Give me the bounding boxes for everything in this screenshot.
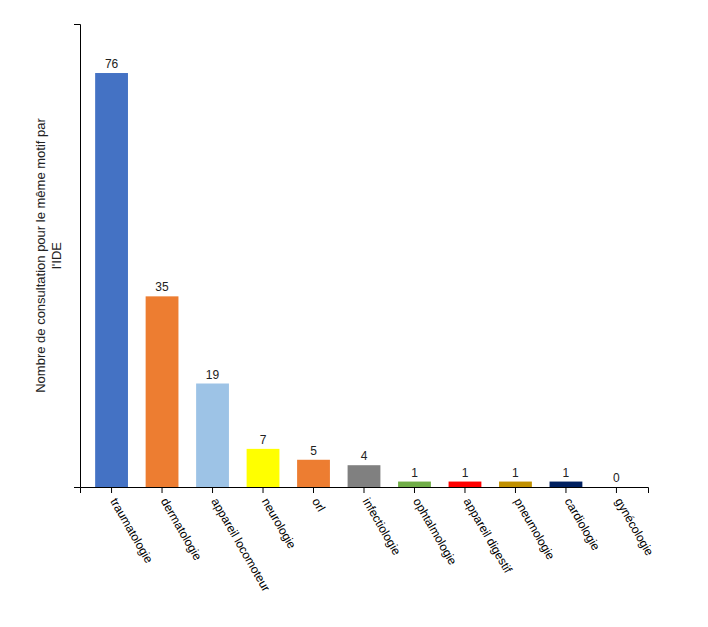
data-label: 19 [206,368,220,382]
bar [398,482,431,487]
x-tick-label: neurologie [259,496,299,552]
bar [600,487,633,488]
x-tick-mark [162,487,163,493]
x-tick: neurologie [259,487,299,551]
x-tick: cardiologie [562,487,603,553]
data-label: 76 [105,57,119,71]
x-tick-mark [313,487,314,493]
data-label: 1 [512,466,519,480]
data-label: 35 [155,280,169,294]
data-label: 4 [361,449,368,463]
data-label: 1 [563,466,570,480]
x-tick-mark [414,487,415,493]
x-tick-label: traumatologie [107,496,156,566]
bar [297,460,330,487]
data-labels: 76 35 19 7 5 4 1 1 1 1 0 [105,57,620,485]
x-tick: ophtalmologie [410,487,460,568]
x-tick: orl [309,487,328,514]
x-tick-mark [263,487,264,493]
y-axis-line [74,25,81,488]
x-tick: pneumologie [511,487,558,562]
x-tick: infectiologie [360,487,404,558]
y-axis-title: Nombre de consultation pour le même moti… [33,118,64,393]
x-tick: dermatologie [158,487,205,563]
x-axis: traumatologiedermatologieappareil locomo… [81,487,657,594]
x-tick-label: appareil digestif [461,496,515,576]
data-label: 5 [310,444,317,458]
x-tick-label: cardiologie [562,496,603,554]
x-tick: gynécologie [612,487,656,558]
x-tick: appareil digestif [461,487,515,576]
data-label: 1 [411,466,418,480]
bar [348,465,381,487]
x-tick-mark [111,487,112,493]
x-tick-mark [565,487,566,493]
chart-svg: 76351975411110traumatologiedermatologiea… [0,0,708,627]
bar [146,296,179,487]
x-tick-mark [364,487,365,493]
x-tick-label: pneumologie [511,496,558,563]
bar [247,449,280,487]
x-tick-label: ophtalmologie [410,496,460,568]
x-tick-label: orl [309,496,328,515]
data-label: 1 [462,466,469,480]
bar [499,482,532,487]
x-axis-line [81,488,649,494]
x-tick-mark [616,487,617,493]
x-tick: traumatologie [107,487,156,566]
bar [550,482,583,487]
y-axis [74,25,81,488]
bar [196,384,229,487]
plot-area: 76351975411110traumatologiedermatologiea… [74,25,657,594]
x-tick-mark [515,487,516,493]
bar [449,482,482,487]
x-tick-mark [212,487,213,493]
x-tick-mark [464,487,465,493]
data-label: 0 [613,471,620,485]
bars [95,73,582,487]
x-tick-label: infectiologie [360,496,404,558]
bar [95,73,128,487]
x-tick-label: gynécologie [612,496,656,559]
data-label: 7 [260,433,267,447]
x-tick-label: dermatologie [158,496,205,563]
